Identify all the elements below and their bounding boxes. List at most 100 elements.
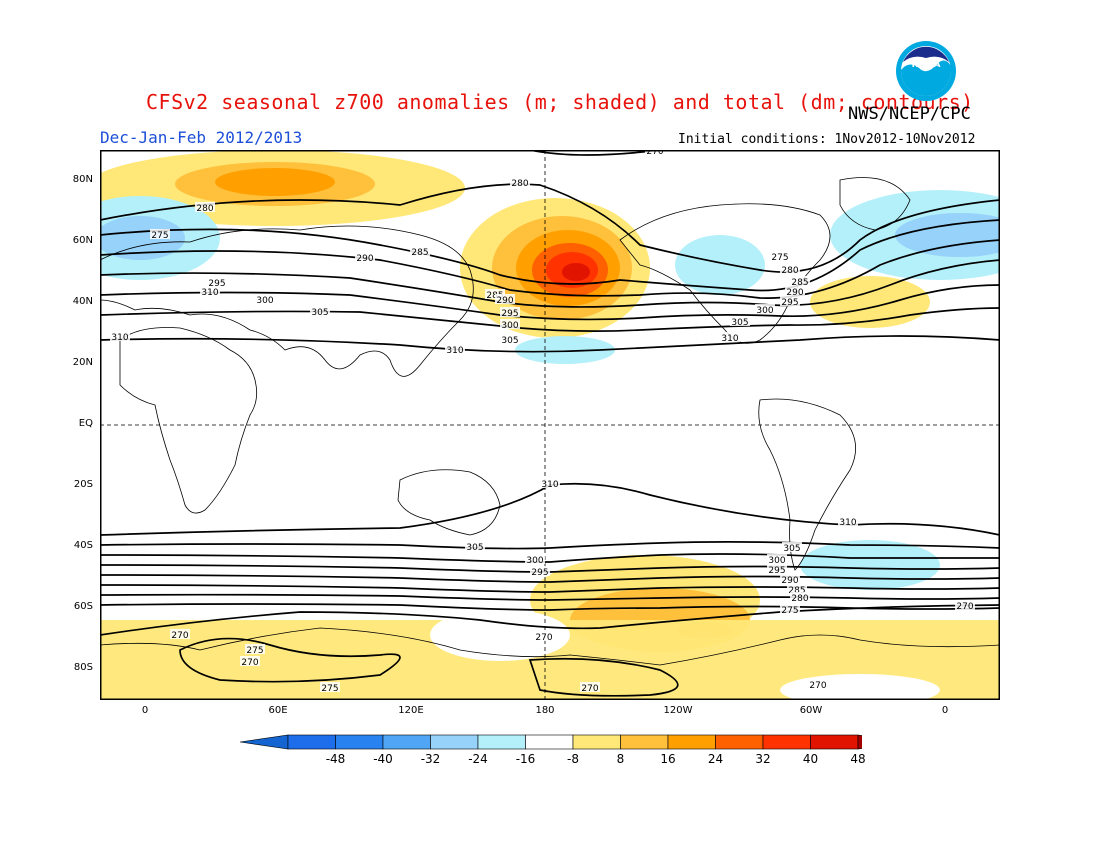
anomaly-negative-subtropic bbox=[515, 336, 615, 364]
contour-label-bg bbox=[495, 294, 515, 304]
contour-label: 270 bbox=[581, 684, 598, 694]
anomaly-negative-atlantic-core bbox=[895, 213, 1000, 257]
south-america-outline bbox=[758, 398, 856, 571]
colorbar-arrow-right bbox=[857, 734, 862, 750]
contour-295-south bbox=[100, 564, 1000, 573]
colorbar-segment bbox=[287, 734, 336, 750]
contour-label-bg bbox=[780, 604, 800, 614]
contour-label: 270 bbox=[171, 631, 188, 641]
colorbar-label: 32 bbox=[755, 752, 771, 766]
map-title: CFSv2 seasonal z700 anomalies (m; shaded… bbox=[146, 90, 974, 114]
anomaly-positive-arctic-peak bbox=[215, 168, 335, 196]
contour-label-bg bbox=[767, 564, 787, 574]
contour-270-antarctic bbox=[528, 657, 679, 697]
map-svg: 2702802852902953003053102752802852902953… bbox=[100, 150, 1000, 700]
contour-label-bg bbox=[500, 319, 520, 329]
contour-label: 300 bbox=[526, 556, 543, 566]
contour-label-bg bbox=[534, 631, 554, 641]
contour-label-bg bbox=[785, 286, 805, 296]
contour-label-bg bbox=[767, 554, 787, 564]
contour-label-bg bbox=[245, 644, 265, 654]
contour-label-bg bbox=[320, 682, 340, 692]
contour-label-bg bbox=[170, 629, 190, 639]
colorbar-label: -32 bbox=[420, 752, 441, 766]
contour-label: 275 bbox=[246, 646, 263, 656]
contour-label: 295 bbox=[531, 568, 548, 578]
contour-label-bg bbox=[780, 264, 800, 274]
contour-label: 305 bbox=[501, 336, 518, 346]
lat-label-60s: 60S bbox=[73, 601, 93, 612]
colorbar-segment bbox=[335, 734, 384, 750]
contour-label: 300 bbox=[768, 556, 785, 566]
contour-label: 295 bbox=[768, 566, 785, 576]
lat-label-40n: 40N bbox=[72, 296, 93, 307]
contour-label-bg bbox=[200, 286, 220, 296]
contour-label-bg bbox=[780, 296, 800, 306]
contour-label: 305 bbox=[731, 318, 748, 328]
contour-label-bg bbox=[445, 344, 465, 354]
height-contours bbox=[100, 150, 1000, 697]
map-frame bbox=[100, 150, 1000, 700]
contour-label-bg bbox=[240, 656, 260, 666]
contour-label-bg bbox=[530, 566, 550, 576]
contour-300-south bbox=[100, 553, 1000, 563]
contour-label: 270 bbox=[956, 602, 973, 612]
colorbar-segments bbox=[240, 734, 862, 750]
contour-label: 270 bbox=[241, 658, 258, 668]
contour-label: 285 bbox=[791, 278, 808, 288]
colorbar-label: -40 bbox=[373, 752, 393, 766]
contour-275-antarctic bbox=[179, 637, 401, 683]
colorbar-arrow-left bbox=[240, 734, 289, 750]
colorbar-label: 8 bbox=[616, 752, 625, 766]
anomaly-clear-antarctic-1 bbox=[430, 609, 570, 661]
colorbar-label: 24 bbox=[707, 752, 724, 766]
contour-label: 310 bbox=[721, 334, 738, 344]
contour-label: 305 bbox=[466, 543, 483, 553]
contour-label: 310 bbox=[201, 288, 218, 298]
greenland-outline bbox=[839, 177, 911, 231]
contour-290-north bbox=[100, 239, 1000, 299]
contour-label: 280 bbox=[791, 594, 808, 604]
lon-label-0: 0 bbox=[141, 705, 149, 716]
contour-label-bg bbox=[755, 304, 775, 314]
africa-outline bbox=[119, 327, 258, 514]
contour-305-south bbox=[100, 541, 1000, 550]
contour-label-bg bbox=[540, 478, 560, 488]
contour-label: 310 bbox=[111, 333, 128, 343]
colorbar-segment bbox=[810, 734, 859, 750]
contour-label-bg bbox=[510, 177, 530, 187]
lat-label-80s: 80S bbox=[73, 662, 93, 673]
contour-285-north bbox=[100, 219, 1000, 292]
lat-label-20s: 20S bbox=[73, 479, 93, 490]
anomaly-shading bbox=[100, 150, 1000, 700]
noaa-logo: NOAA bbox=[896, 41, 956, 101]
season-label: Dec-Jan-Feb 2012/2013 bbox=[100, 128, 303, 147]
lat-label-eq: EQ bbox=[78, 418, 93, 429]
contour-label-bg bbox=[255, 294, 275, 304]
contour-label: 270 bbox=[646, 150, 663, 157]
colorbar-label: -16 bbox=[515, 752, 536, 766]
colorbar-segment bbox=[477, 734, 526, 750]
contour-label: 270 bbox=[535, 633, 552, 643]
lon-label-3: 180 bbox=[535, 705, 555, 716]
contour-285-south bbox=[100, 584, 1000, 593]
contour-label-bg bbox=[645, 150, 665, 155]
noaa-logo-top bbox=[903, 46, 949, 62]
contour-300-north bbox=[100, 284, 1000, 321]
contour-label-bg bbox=[410, 246, 430, 256]
anomaly-negative-america bbox=[675, 235, 765, 295]
colorbar-segment bbox=[715, 734, 764, 750]
contour-label: 285 bbox=[788, 586, 805, 596]
contour-label: 310 bbox=[446, 346, 463, 356]
contour-295-north bbox=[100, 259, 1000, 308]
contour-label: 305 bbox=[311, 308, 328, 318]
contour-label-bg bbox=[720, 332, 740, 342]
contour-label: 305 bbox=[783, 544, 800, 554]
contour-label-bg bbox=[580, 682, 600, 692]
contour-label-bg bbox=[808, 679, 828, 689]
europe-asia-outline bbox=[100, 225, 474, 377]
contour-label: 300 bbox=[501, 321, 518, 331]
contour-label-bg bbox=[838, 516, 858, 526]
colorbar-segment bbox=[667, 734, 716, 750]
contour-label-bg bbox=[525, 554, 545, 564]
